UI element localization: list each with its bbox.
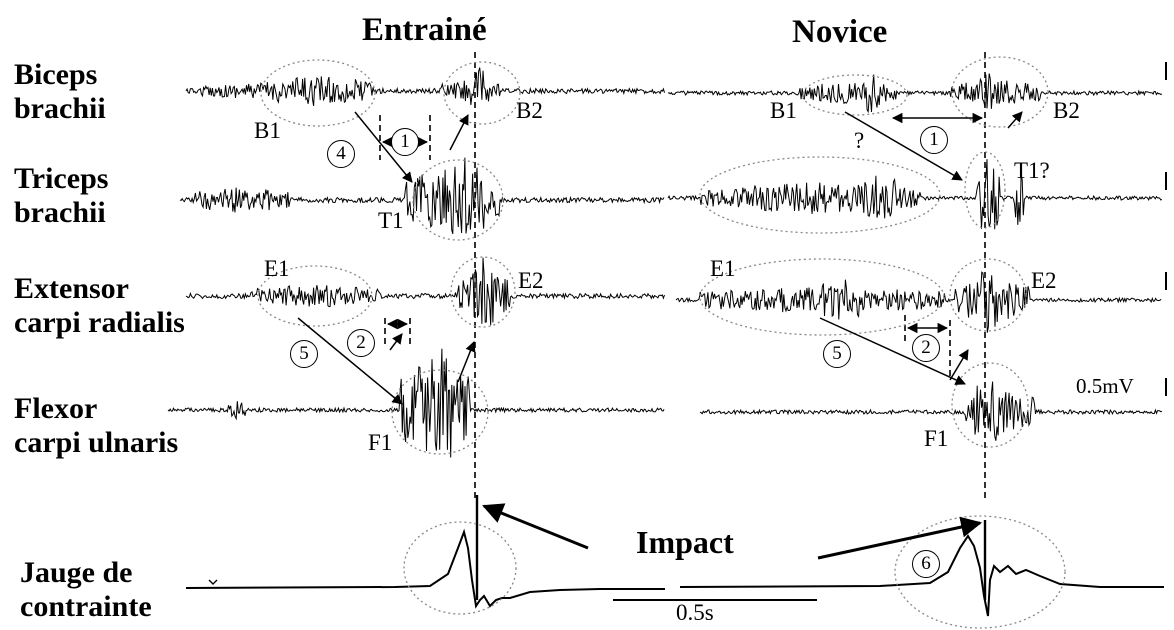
marker-1-novice: 1 [920, 126, 948, 154]
marker-2-trained: 2 [347, 329, 375, 357]
ellipse-novice-t1 [964, 151, 1006, 229]
ellipse-novice-b1 [802, 74, 908, 116]
label-biceps-line2: brachii [14, 92, 106, 125]
trace-novice-triceps [667, 159, 1163, 230]
ellipse-novice-e2 [949, 258, 1027, 332]
reference-lines [379, 52, 986, 500]
ellipse-trained-t1 [412, 159, 504, 241]
ellipse-novice-gauge [894, 515, 1066, 629]
annotation-novice-e2: E2 [1031, 268, 1057, 293]
label-biceps: Biceps brachii [14, 58, 106, 126]
label-biceps-line1: Biceps [14, 58, 98, 91]
trace-novice-biceps [667, 73, 1163, 114]
ellipse-trained-b2 [443, 61, 521, 125]
marker-2-novice: 2 [912, 334, 940, 362]
label-gauge-line1: Jauge de [20, 556, 133, 589]
annotation-novice-t1: T1? [1014, 158, 1050, 183]
impact-label: Impact [636, 524, 734, 560]
trace-trained-flexor [167, 348, 665, 458]
ellipse-trained-f1 [391, 369, 489, 455]
force-gauge-trace [185, 528, 1164, 617]
annotation-novice-b2: B2 [1053, 98, 1080, 123]
scale-bars [613, 62, 1167, 601]
annotation-novice-f1: F1 [924, 426, 949, 451]
label-triceps-line2: brachii [14, 196, 106, 229]
label-triceps-line1: Triceps [14, 162, 109, 195]
label-extensor-line1: Extensor [14, 272, 129, 305]
label-flexor-line1: Flexor [14, 392, 98, 425]
ellipse-novice-b2 [951, 56, 1049, 128]
annotation-trained-f1: F1 [368, 430, 393, 455]
time-scale-label: 0.5s [676, 600, 714, 625]
label-flexor-line2: carpi ulnaris [14, 426, 179, 459]
label-extensor-line2: carpi radialis [14, 306, 185, 339]
trace-novice-flexor [699, 381, 1163, 441]
header-trained: Entrainé [362, 12, 487, 48]
burst-ellipses [257, 56, 1066, 629]
ellipse-novice-f1 [951, 362, 1029, 448]
impact-lines [475, 495, 987, 600]
header-novice: Novice [792, 14, 888, 50]
label-flexor: Flexor carpi ulnaris [14, 392, 178, 460]
annotation-novice-b1: B1 [770, 98, 797, 123]
ellipse-novice-t1-wide [699, 156, 941, 234]
annotation-trained-t1: T1 [378, 208, 404, 233]
marker-4: 4 [327, 140, 355, 168]
annotation-trained-b1: B1 [254, 118, 281, 143]
marker-6: 6 [912, 550, 940, 578]
trace-trained-biceps [185, 67, 665, 106]
ellipse-novice-e1 [699, 258, 945, 336]
annotation-trained-e2: E2 [518, 268, 544, 293]
annotation-novice-e1: E1 [710, 256, 736, 281]
ellipse-trained-e2 [450, 256, 516, 328]
marker-5-trained: 5 [290, 340, 318, 368]
label-gauge-line2: contrainte [20, 590, 152, 623]
ellipse-trained-b1 [260, 59, 376, 127]
trace-trained-extensor [185, 257, 665, 326]
label-extensor: Extensor carpi radialis [14, 272, 185, 340]
ellipse-trained-e1 [257, 265, 373, 327]
ellipse-trained-gauge [403, 521, 517, 615]
trace-novice-extensor [675, 271, 1162, 333]
trace-trained-triceps [179, 157, 665, 235]
voltage-scale-label: 0.5mV [1076, 374, 1134, 398]
timing-arrows [297, 111, 1023, 405]
annotation-novice-question: ? [854, 128, 865, 153]
emg-traces [167, 67, 1163, 458]
marker-5-novice: 5 [823, 340, 851, 368]
marker-1-trained: 1 [391, 128, 419, 156]
annotation-trained-b2: B2 [516, 98, 543, 123]
label-triceps: Triceps brachii [14, 162, 108, 230]
impact-arrows [482, 503, 983, 560]
annotation-trained-e1: E1 [264, 256, 290, 281]
label-gauge: Jauge de contrainte [20, 556, 152, 624]
